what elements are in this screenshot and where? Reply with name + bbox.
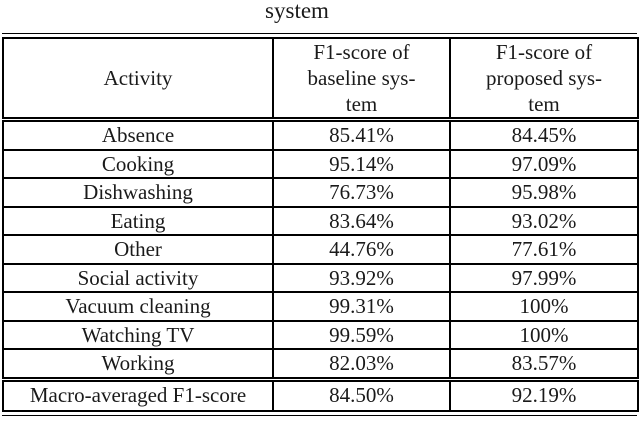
activity-cell: Dishwashing [2,177,274,208]
activity-cell: Social activity [2,262,274,293]
header-baseline: F1-score of baseline sys- tem [272,37,451,122]
proposed-cell: 84.45% [449,118,639,151]
activity-cell: Cooking [2,148,274,179]
activity-cell: Absence [2,118,274,151]
baseline-cell: 85.41% [272,118,451,151]
table-row: Dishwashing 76.73% 95.98% [2,177,639,208]
proposed-cell: 77.61% [449,234,639,265]
footer-label-cell: Macro-averaged F1-score [2,378,274,412]
activity-cell: Vacuum cleaning [2,291,274,322]
table-row: Other 44.76% 77.61% [2,234,639,265]
table-row: Cooking 95.14% 97.09% [2,148,639,179]
baseline-cell: 76.73% [272,177,451,208]
table-row: Vacuum cleaning 99.31% 100% [2,291,639,322]
table-row: Eating 83.64% 93.02% [2,205,639,236]
activity-cell: Eating [2,205,274,236]
table-row: Absence 85.41% 84.45% [2,118,639,151]
proposed-cell: 100% [449,291,639,322]
macro-average-row: Macro-averaged F1-score 84.50% 92.19% [2,378,639,412]
footer-baseline-cell: 84.50% [272,378,451,412]
proposed-cell: 97.09% [449,148,639,179]
proposed-cell: 95.98% [449,177,639,208]
baseline-cell: 82.03% [272,348,451,382]
activity-cell: Watching TV [2,319,274,350]
proposed-cell: 83.57% [449,348,639,382]
table-row: Working 82.03% 83.57% [2,348,639,382]
table-row: Social activity 93.92% 97.99% [2,262,639,293]
proposed-cell: 97.99% [449,262,639,293]
baseline-cell: 99.59% [272,319,451,350]
baseline-cell: 95.14% [272,148,451,179]
baseline-cell: 44.76% [272,234,451,265]
header-activity: Activity [2,37,274,122]
table-footer: Macro-averaged F1-score 84.50% 92.19% [2,378,639,412]
f1-score-table-frame: Activity F1-score of baseline sys- tem F… [2,33,639,416]
proposed-cell: 100% [449,319,639,350]
table-header: Activity F1-score of baseline sys- tem F… [2,37,639,122]
table-row: Watching TV 99.59% 100% [2,319,639,350]
table-caption-fragment: system [265,0,329,23]
header-proposed: F1-score of proposed sys- tem [449,37,639,122]
footer-proposed-cell: 92.19% [449,378,639,412]
proposed-cell: 93.02% [449,205,639,236]
activity-cell: Working [2,348,274,382]
f1-score-table: Activity F1-score of baseline sys- tem F… [2,37,639,412]
activity-cell: Other [2,234,274,265]
table-body: Absence 85.41% 84.45% Cooking 95.14% 97.… [2,118,639,382]
baseline-cell: 99.31% [272,291,451,322]
header-row: Activity F1-score of baseline sys- tem F… [2,37,639,122]
baseline-cell: 93.92% [272,262,451,293]
baseline-cell: 83.64% [272,205,451,236]
